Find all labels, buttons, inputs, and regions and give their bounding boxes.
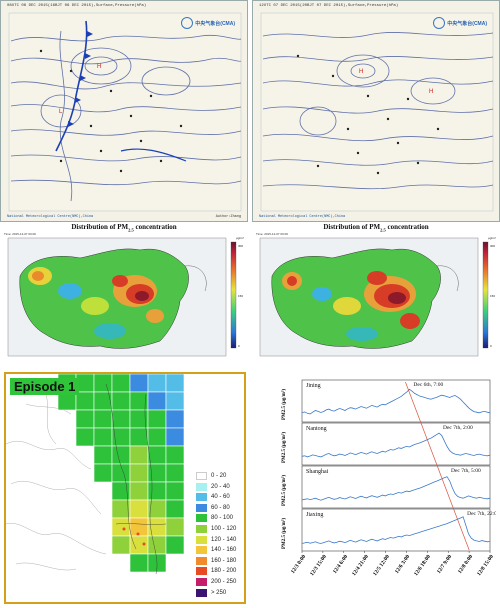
y-axis-label: PM2.5 (μg/m³) [282,475,287,506]
y-axis-label: PM2.5 (μg/m³) [282,389,287,420]
weather-map-right-contours: H H [260,12,494,212]
series-name: Nantong [306,426,327,432]
legend-label: 80 - 100 [211,515,234,522]
weather-map-right: H H 12UTC 07 DEC 2015(20BJT 07 DEC 2015)… [252,0,500,222]
propagation-line [405,381,470,551]
cma-logo-right: 中央气象台(CMA) [433,17,487,29]
series-name: Jining [306,383,321,389]
series-panel-frame [301,508,491,552]
legend-label: 140 - 160 [211,547,237,554]
legend-swatch [196,556,207,565]
cma-emblem-icon [181,17,194,29]
pm-map-right-tick: 300 [490,244,496,248]
cma-logo: 中央气象台(CMA) [181,17,235,29]
pm-map-left-title: Distribution of PM2.5 concentration [71,223,177,233]
episode-map: Episode 1 0 - 20 20 - 40 40 - 60 60 - 80 80 … [4,372,246,604]
pm-map-right-unit: μg/m³ [488,236,496,240]
weather-map-left-header: 08UTC 06 DEC 2015(16BJT 06 DEC 2015),Sur… [7,4,147,8]
legend-swatch [196,546,207,555]
legend-item: 160 - 180 [196,556,237,565]
peak-annotation: Dec 6th, 7:00 [413,382,444,388]
cma-emblem-icon [433,17,446,29]
weather-map-left-contours: H L [8,12,242,212]
legend-label: 60 - 80 [211,504,230,511]
episode-map-grid [6,374,185,575]
legend-swatch [196,472,207,480]
legend-label: > 250 [211,589,227,596]
weather-map-right-footer: National Meteorological Centre(NMC),Chin… [259,215,346,219]
legend-item: > 250 [196,588,227,597]
legend-swatch [196,514,207,523]
legend-label: 180 - 200 [211,568,237,575]
pm-map-right: Distribution of PM2.5 concentration Time… [252,222,500,370]
cma-logo-text: 中央气象台(CMA) [447,20,487,27]
y-axis-label: PM2.5 (μg/m³) [282,432,287,463]
legend-swatch [196,535,207,544]
legend-swatch [196,503,207,512]
legend-label: 0 - 20 [211,473,227,479]
weather-map-left-footer: National Meteorological Centre(NMC),Chin… [7,215,94,219]
cma-logo-text: 中央气象台(CMA) [195,20,235,27]
series-name: Shanghai [306,469,329,475]
series-line [301,516,491,544]
legend-item: 120 - 140 [196,535,237,544]
legend-label: 160 - 180 [211,557,237,564]
pm-map-right-tick: 150 [490,294,496,298]
legend-item: 20 - 40 [196,482,230,491]
series-line [301,432,491,458]
weather-map-right-header: 12UTC 07 DEC 2015(20BJT 07 DEC 2015),Sur… [259,4,399,8]
pm-map-left-unit: μg/m³ [236,236,244,240]
timeseries-panel: Jining Dec 6th, 7:00 PM2.5 (μg/m³) Nantong D… [272,372,496,604]
legend-swatch [196,567,207,576]
peak-annotation: Dec 7th, 2:00 [442,425,473,431]
legend-label: 40 - 60 [211,494,230,501]
legend-swatch [196,578,207,586]
pm-map-left-tick: 150 [238,294,244,298]
legend-swatch [196,525,207,533]
legend-item: 0 - 20 [196,472,226,480]
legend-item: 200 - 250 [196,578,236,586]
legend-item: 100 - 120 [196,525,236,533]
legend-label: 20 - 40 [211,483,230,490]
pm-map-right-colorbar [482,241,489,349]
svg-text:H: H [359,69,363,75]
legend-item: 140 - 160 [196,546,237,555]
series-line [301,388,491,415]
peak-annotation: Dec 7th, 5:00 [451,468,481,474]
legend-label: 120 - 140 [211,536,237,543]
pm-map-left-tick: 0 [238,344,240,348]
legend-swatch [196,493,207,502]
pm-map-right-tick: 0 [490,344,492,348]
pm-map-right-plot [259,237,479,357]
episode-label: Episode 1 [10,378,80,395]
pm-map-right-time: Time: 2015-12-07 06:00 [256,232,288,236]
legend-item: 60 - 80 [196,503,230,512]
svg-text:H: H [97,64,101,70]
pm-map-right-title: Distribution of PM2.5 concentration [323,223,429,233]
legend-swatch [196,588,207,597]
legend-item: 40 - 60 [196,493,230,502]
legend-item: 80 - 100 [196,514,234,523]
pm-map-left-plot [7,237,227,357]
pm-map-left-colorbar [230,241,237,349]
pm-map-left: Distribution of PM2.5 concentration Time… [0,222,248,370]
legend-label: 100 - 120 [211,526,237,532]
legend-label: 200 - 250 [211,579,237,585]
svg-text:H: H [429,89,433,95]
series-name: Jiaxing [306,512,324,518]
series-panel-frame [301,422,491,466]
weather-map-left-author: Author:Zhang [215,215,241,219]
svg-text:L: L [59,109,63,115]
series-panel-frame [301,379,491,423]
y-axis-label: PM2.5 (μg/m³) [282,518,287,549]
peak-annotation: Dec 7th, 22:00 [467,511,496,517]
pm-map-left-tick: 300 [238,244,244,248]
timeseries-plot [301,379,491,553]
series-line [301,476,491,501]
pm-map-left-time: Time: 2015-12-07 00:00 [4,232,36,236]
legend-swatch [196,482,207,491]
legend-item: 180 - 200 [196,567,237,576]
weather-map-left: H L 08UTC 06 DEC 2015(16BJT 06 DEC 2015)… [0,0,248,222]
series-panel-frame [301,465,491,509]
